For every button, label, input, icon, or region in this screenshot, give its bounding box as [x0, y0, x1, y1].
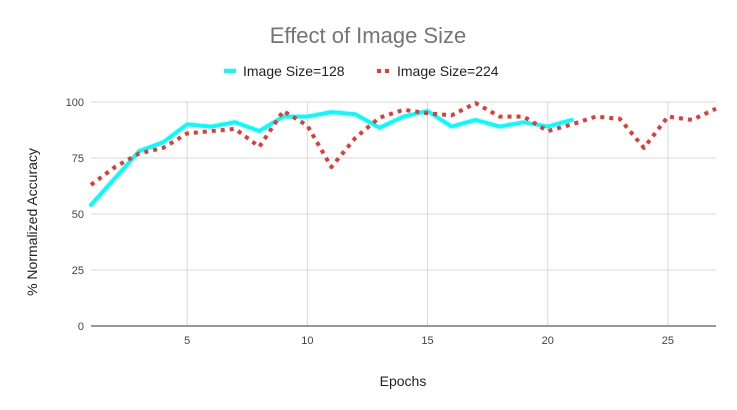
series-lines	[89, 101, 717, 207]
y-tick-label: 50	[72, 209, 84, 221]
legend-item-image-size-128: Image Size=128	[224, 63, 345, 79]
y-tick-label: 75	[72, 153, 84, 165]
x-tick-label: 15	[421, 335, 433, 347]
x-tick-label: 5	[184, 335, 190, 347]
series-line-image-size-224	[89, 101, 717, 187]
legend-label-image-size-128: Image Size=128	[243, 63, 345, 79]
y-axis-label: % Normalized Accuracy	[24, 148, 40, 296]
x-tick-label: 25	[662, 335, 674, 347]
legend: Image Size=128 Image Size=224	[224, 63, 499, 79]
y-tick-label: 100	[66, 97, 84, 109]
gridlines	[91, 101, 716, 327]
legend-label-image-size-224: Image Size=224	[397, 63, 499, 79]
legend-item-image-size-224: Image Size=224	[377, 63, 499, 79]
x-tick-label: 20	[542, 335, 554, 347]
y-tick-label: 25	[72, 265, 84, 277]
chart-title: Effect of Image Size	[270, 23, 466, 48]
y-tick-label: 0	[78, 321, 84, 333]
x-tick-label: 10	[301, 335, 313, 347]
tick-labels: 0 25 50 75 100 5 10 15 20 25	[66, 97, 674, 347]
series-line-image-size-128	[89, 109, 574, 207]
x-axis-label: Epochs	[380, 373, 427, 389]
